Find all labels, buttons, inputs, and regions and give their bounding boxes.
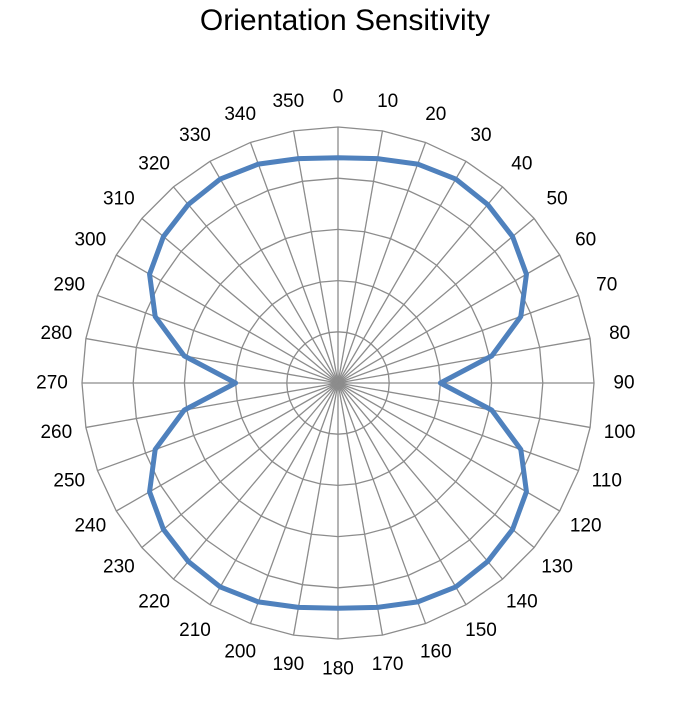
grid-spoke — [337, 382, 467, 606]
angle-label: 110 — [592, 470, 622, 491]
grid-spoke — [337, 382, 591, 429]
grid-spoke — [337, 186, 504, 384]
grid-spoke — [292, 382, 339, 636]
angle-label: 130 — [541, 556, 573, 577]
grid-spoke — [337, 382, 561, 512]
angle-label: 310 — [103, 189, 135, 210]
angle-label: 240 — [74, 516, 106, 537]
grid-spoke — [337, 382, 384, 636]
grid-spoke — [337, 382, 579, 472]
grid-spoke — [141, 382, 339, 549]
angle-label: 200 — [224, 641, 256, 662]
angle-label: 300 — [74, 230, 106, 251]
series-line — [147, 155, 529, 611]
grid-spoke — [249, 142, 339, 384]
angle-label: 150 — [465, 620, 497, 641]
grid-spoke — [115, 254, 339, 384]
angle-label: 340 — [224, 104, 256, 125]
angle-label: 50 — [547, 189, 568, 210]
series-layer — [147, 155, 529, 611]
grid-spoke — [337, 294, 579, 384]
angle-label: 180 — [322, 659, 354, 680]
grid-spoke — [209, 160, 339, 384]
grid-spoke — [85, 337, 339, 384]
angle-label: 210 — [179, 620, 211, 641]
grid-spoke — [337, 217, 535, 384]
angle-label: 350 — [272, 91, 304, 112]
angle-label: 120 — [570, 516, 602, 537]
grid-spoke — [337, 160, 467, 384]
grid-spoke — [85, 382, 339, 429]
grid-spoke — [97, 382, 339, 472]
angle-label: 220 — [138, 592, 170, 613]
angle-label: 60 — [575, 230, 596, 251]
grid-spoke — [249, 382, 339, 624]
angle-label: 170 — [372, 654, 404, 675]
angle-label: 160 — [420, 641, 452, 662]
angle-label: 260 — [40, 422, 72, 443]
angle-label: 30 — [470, 125, 491, 146]
angle-label: 90 — [613, 373, 634, 394]
grid-spoke — [115, 382, 339, 512]
grid-spoke — [337, 382, 535, 549]
grid-spoke — [209, 382, 339, 606]
angle-label: 10 — [377, 91, 398, 112]
angle-label: 330 — [179, 125, 211, 146]
angle-label: 230 — [103, 556, 135, 577]
grid-spokes — [82, 127, 594, 639]
grid-spoke — [337, 382, 427, 624]
grid-spoke — [337, 142, 427, 384]
angle-label: 280 — [40, 323, 72, 344]
angle-label: 20 — [425, 104, 446, 125]
angle-label: 70 — [596, 275, 617, 296]
angle-label: 320 — [138, 153, 170, 174]
angle-label: 0 — [333, 87, 344, 108]
grid-spoke — [172, 186, 339, 384]
grid-spoke — [337, 254, 561, 384]
angle-label: 80 — [609, 323, 630, 344]
grid-spoke — [337, 130, 384, 384]
grid-spoke — [337, 337, 591, 384]
angle-label: 290 — [53, 275, 85, 296]
grid-spoke — [141, 217, 339, 384]
chart-title: Orientation Sensitivity — [199, 4, 491, 37]
angle-label: 100 — [604, 422, 636, 443]
grid-spoke — [97, 294, 339, 384]
angle-label: 250 — [53, 470, 85, 491]
grid-spoke — [292, 130, 339, 384]
angle-label: 40 — [511, 153, 532, 174]
grid-spoke — [172, 382, 339, 580]
angle-label: 140 — [506, 592, 538, 613]
grid-spoke — [337, 382, 504, 580]
angle-label: 270 — [36, 373, 68, 394]
angle-label: 190 — [272, 654, 304, 675]
